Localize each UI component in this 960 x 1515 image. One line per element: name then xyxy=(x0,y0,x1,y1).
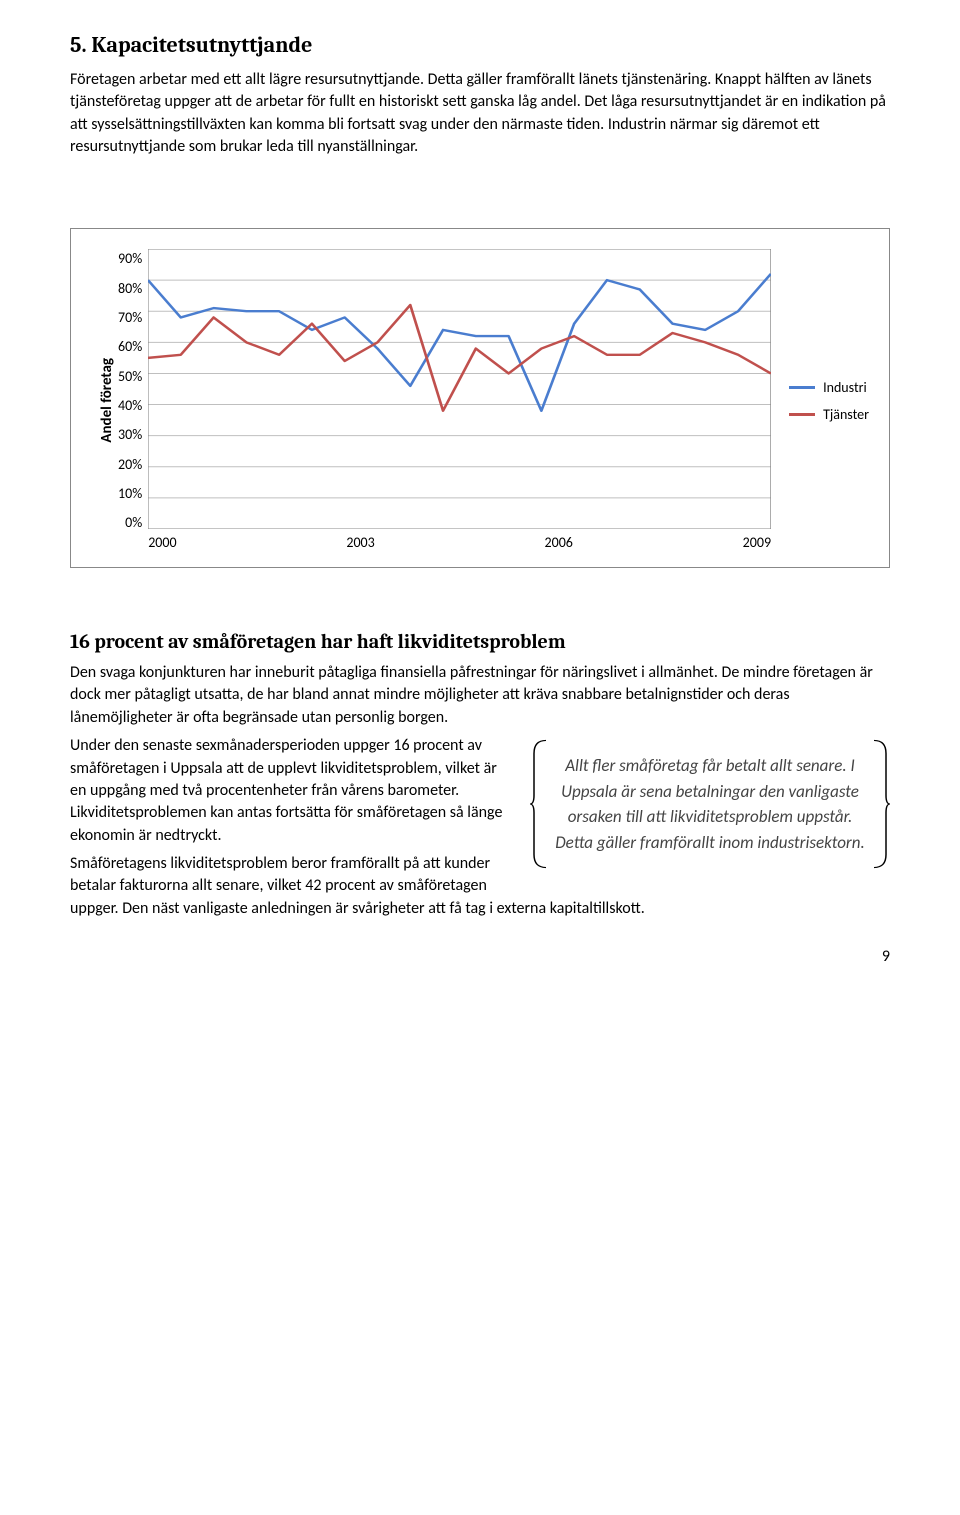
capacity-chart: Andel företag 90% 80% 70% 60% 50% 40% 30% 20% 10… xyxy=(70,228,890,568)
callout-text: Allt fler småföretag får betalt allt sen… xyxy=(530,739,890,869)
ytick: 60% xyxy=(118,337,142,357)
legend-item-industri: Industri xyxy=(789,378,869,398)
chart-yaxis: 90% 80% 70% 60% 50% 40% 30% 20% 10% 0% xyxy=(118,249,148,553)
section-number: 5. xyxy=(70,32,87,58)
ytick: 90% xyxy=(118,249,142,269)
legend-label-tjanster: Tjänster xyxy=(823,405,869,425)
sub-heading: 16 procent av småföretagen har haft likv… xyxy=(70,628,890,656)
ytick: 50% xyxy=(118,367,142,387)
callout: Allt fler småföretag får betalt allt sen… xyxy=(530,739,890,869)
bracket-left-icon xyxy=(530,739,548,869)
page-number: 9 xyxy=(70,946,890,968)
ytick: 30% xyxy=(118,425,142,445)
chart-ylabel: Andel företag xyxy=(91,249,118,553)
ytick: 20% xyxy=(118,455,142,475)
legend-swatch-tjanster xyxy=(789,413,815,416)
xtick: 2000 xyxy=(148,533,176,553)
bracket-right-icon xyxy=(872,739,890,869)
chart-plot xyxy=(148,249,771,529)
legend-swatch-industri xyxy=(789,386,815,389)
ytick: 40% xyxy=(118,396,142,416)
legend-item-tjanster: Tjänster xyxy=(789,405,869,425)
xtick: 2006 xyxy=(545,533,573,553)
sub-content: Den svaga konjunkturen har inneburit påt… xyxy=(70,662,890,926)
intro-paragraph: Företagen arbetar med ett allt lägre res… xyxy=(70,69,890,159)
chart-xaxis: 2000 2003 2006 2009 xyxy=(148,529,771,553)
xtick: 2009 xyxy=(743,533,771,553)
xtick: 2003 xyxy=(346,533,374,553)
section-title: 5. Kapacitetsutnyttjande xyxy=(70,30,890,61)
ytick: 10% xyxy=(118,484,142,504)
ytick: 80% xyxy=(118,279,142,299)
ytick: 0% xyxy=(125,513,142,533)
sub-p1: Den svaga konjunkturen har inneburit påt… xyxy=(70,662,890,729)
legend-label-industri: Industri xyxy=(823,378,867,398)
chart-legend: Industri Tjänster xyxy=(771,378,869,425)
section-name: Kapacitetsutnyttjande xyxy=(91,32,312,58)
ytick: 70% xyxy=(118,308,142,328)
